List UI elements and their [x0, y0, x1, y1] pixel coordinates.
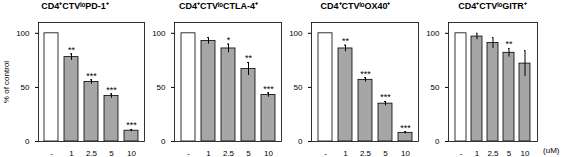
svg-text:**: **: [505, 39, 513, 49]
svg-text:2.5: 2.5: [223, 149, 235, 157]
svg-text:-: -: [187, 149, 190, 157]
svg-text:100: 100: [16, 29, 30, 38]
svg-text:-: -: [460, 149, 463, 157]
svg-text:0: 0: [435, 137, 440, 146]
svg-text:100: 100: [426, 29, 440, 38]
svg-text:10: 10: [521, 149, 530, 157]
svg-text:% of control: % of control: [2, 61, 11, 103]
html-text:CD4⁺CTVˡᵒOX40⁺: CD4⁺CTVˡᵒOX40⁺: [320, 1, 391, 11]
svg-text:0: 0: [25, 137, 30, 146]
svg-text:***: ***: [380, 92, 391, 102]
svg-text:5: 5: [383, 149, 388, 157]
svg-text:10: 10: [401, 149, 410, 157]
html-text:CD4⁺CTVˡᵒPD-1⁺: CD4⁺CTVˡᵒPD-1⁺: [41, 1, 109, 11]
svg-text:***: ***: [126, 120, 137, 130]
svg-text:***: ***: [400, 123, 411, 133]
svg-text:***: ***: [263, 84, 274, 94]
svg-text:(uM): (uM): [543, 146, 560, 155]
svg-text:2.5: 2.5: [86, 149, 98, 157]
svg-text:5: 5: [109, 149, 114, 157]
svg-text:50: 50: [21, 83, 30, 92]
svg-text:50: 50: [157, 83, 166, 92]
svg-text:0: 0: [161, 137, 166, 146]
svg-text:***: ***: [106, 85, 117, 95]
svg-text:***: ***: [360, 69, 371, 79]
svg-text:1: 1: [206, 149, 211, 157]
svg-text:*: *: [227, 35, 231, 45]
svg-text:5: 5: [507, 149, 512, 157]
svg-text:5: 5: [246, 149, 251, 157]
svg-text:1: 1: [69, 149, 74, 157]
html-text:CD4⁺CTVˡᵒGITR⁺: CD4⁺CTVˡᵒGITR⁺: [458, 1, 527, 11]
svg-text:**: **: [68, 45, 76, 55]
svg-text:**: **: [245, 53, 253, 63]
svg-text:1: 1: [343, 149, 348, 157]
svg-text:-: -: [324, 149, 327, 157]
svg-text:100: 100: [152, 29, 166, 38]
svg-text:50: 50: [431, 83, 440, 92]
svg-text:1: 1: [475, 149, 480, 157]
svg-text:100: 100: [289, 29, 303, 38]
svg-text:50: 50: [294, 83, 303, 92]
svg-text:**: **: [342, 36, 350, 46]
html-text:CD4⁺CTVˡᵒCTLA-4⁺: CD4⁺CTVˡᵒCTLA-4⁺: [179, 1, 258, 11]
svg-text:10: 10: [127, 149, 136, 157]
svg-text:2.5: 2.5: [360, 149, 372, 157]
svg-text:***: ***: [86, 71, 97, 81]
svg-text:2.5: 2.5: [487, 149, 499, 157]
svg-text:10: 10: [264, 149, 273, 157]
svg-text:0: 0: [298, 137, 303, 146]
svg-text:-: -: [50, 149, 53, 157]
